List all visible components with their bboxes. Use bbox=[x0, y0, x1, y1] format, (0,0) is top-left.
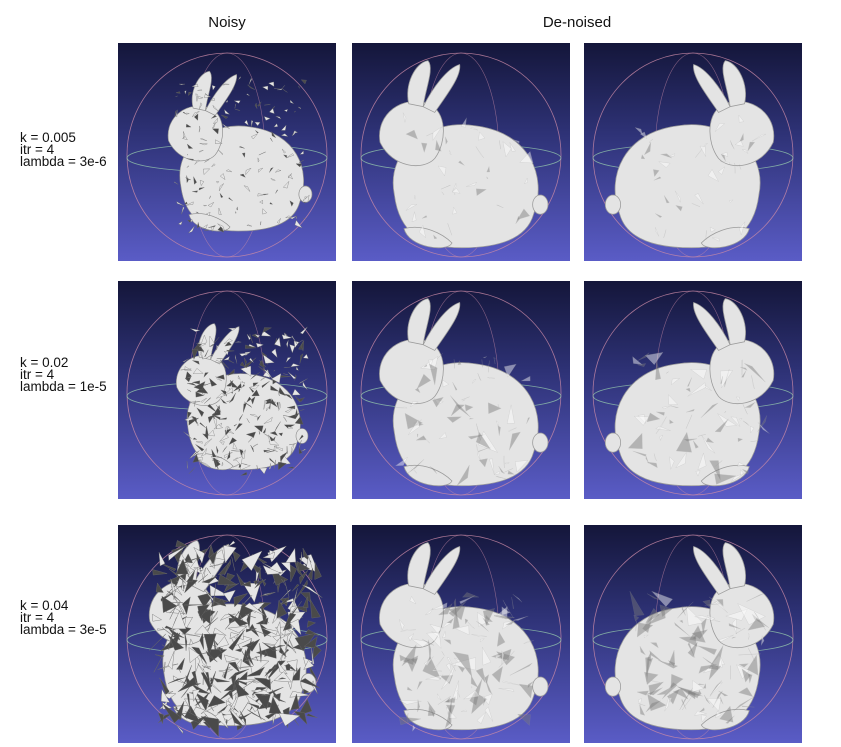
noisy-column-header: Noisy bbox=[208, 14, 246, 31]
row-3-k: k = 0.04 bbox=[20, 598, 69, 613]
row-2-denoised-bunny-side bbox=[584, 281, 802, 499]
row-1-lambda: lambda = 3e-6 bbox=[20, 154, 107, 169]
row-1-noisy-bunny bbox=[118, 43, 336, 261]
row-2-k: k = 0.02 bbox=[20, 355, 69, 370]
row-2-noisy-bunny bbox=[118, 281, 336, 499]
row-3-itr: itr = 4 bbox=[20, 610, 55, 625]
row-2-lambda: lambda = 1e-5 bbox=[20, 379, 107, 394]
row-1-denoised-bunny-side bbox=[584, 43, 802, 261]
row-3-noisy-bunny bbox=[118, 525, 336, 743]
row-2-denoised-bunny-front bbox=[352, 281, 570, 499]
denoised-column-header: De-noised bbox=[542, 14, 612, 31]
row-1-denoised-bunny-front bbox=[352, 43, 570, 261]
row-3-label: k = 0.04 itr = 4 lambda = 3e-5 bbox=[20, 598, 120, 637]
row-3-denoised-bunny-side bbox=[584, 525, 802, 743]
row-1-itr: itr = 4 bbox=[20, 142, 55, 157]
row-3-denoised-bunny-front bbox=[352, 525, 570, 743]
row-1-k: k = 0.005 bbox=[20, 130, 76, 145]
row-2-itr: itr = 4 bbox=[20, 367, 55, 382]
row-2-label: k = 0.02 itr = 4 lambda = 1e-5 bbox=[20, 355, 120, 394]
row-3-lambda: lambda = 3e-5 bbox=[20, 622, 107, 637]
row-1-label: k = 0.005 itr = 4 lambda = 3e-6 bbox=[20, 130, 120, 169]
